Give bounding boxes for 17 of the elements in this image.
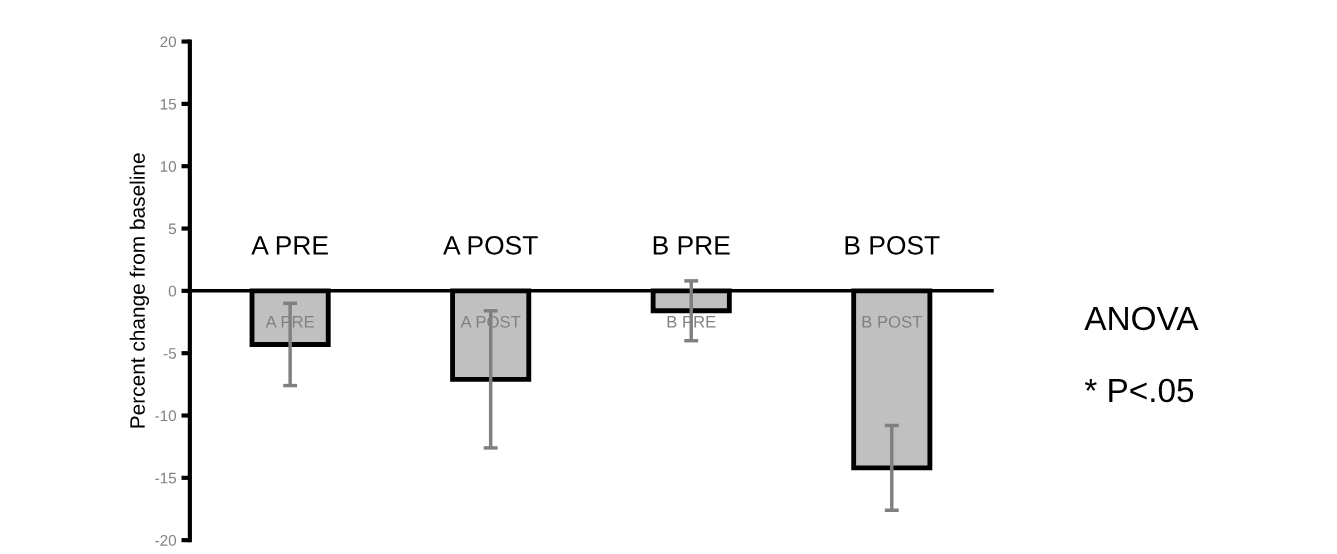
y-tick-label: -20 bbox=[155, 535, 177, 546]
y-tick-label: -5 bbox=[163, 348, 177, 359]
y-tick-label: 5 bbox=[168, 223, 177, 235]
y-tick-label: 10 bbox=[160, 161, 177, 172]
y-axis-title: Percent change from baseline bbox=[129, 153, 150, 428]
y-tick-label: 0 bbox=[168, 285, 177, 297]
text: * P<.05 bbox=[1084, 378, 1194, 403]
y-tick-label: -10 bbox=[155, 410, 177, 422]
data-label: B POST bbox=[862, 315, 922, 328]
x-tick-label: B PRE bbox=[653, 236, 730, 255]
y-tick-label: -15 bbox=[155, 472, 177, 484]
x-tick-label: A PRE bbox=[251, 236, 328, 255]
y-tick-label: 20 bbox=[160, 36, 177, 48]
text: ANOVA bbox=[1084, 306, 1199, 331]
y-tick-label: 15 bbox=[160, 98, 177, 110]
x-tick-label: A POST bbox=[443, 235, 538, 255]
x-tick-label: B POST bbox=[845, 235, 940, 255]
